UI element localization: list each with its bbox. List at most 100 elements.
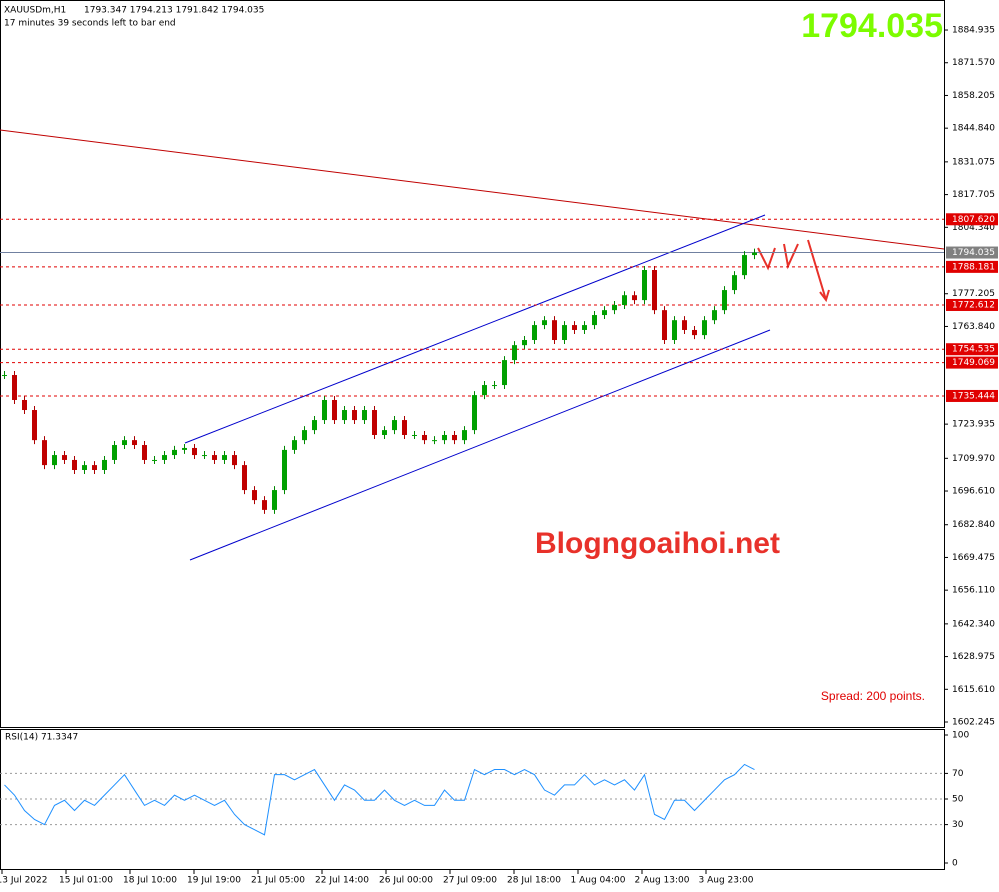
candle xyxy=(132,440,137,446)
level-label: 1788.181 xyxy=(952,262,995,272)
candle xyxy=(392,420,397,431)
level-label: 1807.620 xyxy=(952,215,995,225)
price-tick-label: 1723.935 xyxy=(952,420,995,430)
candle xyxy=(562,325,567,341)
time-label: 21 Jul 05:00 xyxy=(251,876,305,886)
candle xyxy=(622,295,627,306)
candle xyxy=(52,455,57,466)
candle xyxy=(582,325,587,330)
candle xyxy=(12,375,17,400)
candle xyxy=(62,455,67,460)
candle xyxy=(162,455,167,460)
candle xyxy=(362,410,367,421)
candle xyxy=(572,325,577,330)
level-label: 1772.612 xyxy=(952,300,995,310)
candle xyxy=(332,399,337,421)
channel-lower xyxy=(189,329,771,561)
level-label: 1735.444 xyxy=(952,391,995,401)
time-label: 3 Aug 23:00 xyxy=(699,876,754,886)
candle xyxy=(32,410,37,441)
level-label: 1754.535 xyxy=(952,345,995,355)
header-symbol: XAUUSDm,H1 xyxy=(4,6,66,16)
rsi-tick-label: 30 xyxy=(952,820,964,830)
candle xyxy=(212,455,217,460)
candle xyxy=(192,447,197,456)
rsi-tick-label: 100 xyxy=(952,731,969,741)
time-label: 2 Aug 13:00 xyxy=(635,876,690,886)
candle xyxy=(202,455,207,457)
candle xyxy=(42,440,47,466)
candle xyxy=(652,270,657,311)
candle xyxy=(742,255,747,276)
candle xyxy=(112,445,117,460)
candle xyxy=(242,465,247,491)
candle xyxy=(292,440,297,450)
price-tick-label: 1709.970 xyxy=(952,454,995,464)
price-tick-label: 1831.075 xyxy=(952,157,995,167)
main-frame xyxy=(0,0,945,728)
candle xyxy=(422,434,427,441)
level-box xyxy=(946,356,998,369)
candle xyxy=(142,445,147,460)
candle xyxy=(482,385,487,396)
candle xyxy=(682,320,687,330)
current-price-box xyxy=(946,246,998,259)
price-tick-label: 1696.610 xyxy=(952,487,995,497)
candle xyxy=(712,310,717,321)
candle xyxy=(672,320,677,341)
rsi-tick-label: 50 xyxy=(952,795,964,805)
candle xyxy=(442,434,447,441)
current-price-label: 1794.035 xyxy=(952,248,995,258)
candle xyxy=(302,430,307,441)
candle xyxy=(542,320,547,326)
candle xyxy=(592,315,597,326)
price-tick-label: 1642.340 xyxy=(952,619,995,629)
candle xyxy=(342,410,347,421)
price-tick-label: 1844.840 xyxy=(952,124,995,134)
candle xyxy=(102,459,107,470)
candle xyxy=(232,455,237,466)
candle xyxy=(522,340,527,346)
candle xyxy=(382,430,387,435)
rsi-tick-label: 70 xyxy=(952,769,964,779)
candle xyxy=(492,385,497,387)
price-tick-label: 1628.975 xyxy=(952,652,995,662)
price-tick-label: 1871.570 xyxy=(952,58,995,68)
price-tick-label: 1656.110 xyxy=(952,586,995,596)
candle xyxy=(732,275,737,291)
time-label: 13 Jul 2022 xyxy=(0,876,47,886)
time-label: 1 Aug 04:00 xyxy=(571,876,626,886)
candle xyxy=(282,449,287,491)
candle xyxy=(602,310,607,316)
candle xyxy=(462,430,467,441)
price-tick-label: 1763.840 xyxy=(952,322,995,332)
candle xyxy=(252,490,257,501)
spread: Spread: 200 points. xyxy=(821,689,925,703)
candle xyxy=(82,465,87,470)
price-tick-label: 1615.610 xyxy=(952,685,995,695)
candle xyxy=(312,420,317,431)
price-tick-label: 1602.245 xyxy=(952,718,995,728)
candle xyxy=(152,459,157,461)
price-tick-label: 1817.705 xyxy=(952,190,995,200)
candle xyxy=(472,395,477,431)
candle xyxy=(432,440,437,442)
candle xyxy=(172,449,177,456)
candle xyxy=(352,410,357,421)
price-tick-label: 1669.475 xyxy=(952,553,995,563)
level-box xyxy=(946,213,998,226)
candle xyxy=(72,459,77,470)
time-label: 19 Jul 19:00 xyxy=(187,876,241,886)
candle xyxy=(122,440,127,446)
candle xyxy=(642,270,647,301)
price-tick-label: 1804.340 xyxy=(952,223,995,233)
rsi-frame xyxy=(0,729,945,870)
candle xyxy=(662,310,667,341)
level-box xyxy=(946,389,998,402)
candle xyxy=(552,320,557,341)
watermark: Blogngoaihoi.net xyxy=(535,527,780,560)
price-tick-label: 1884.935 xyxy=(952,26,995,36)
candle xyxy=(22,399,27,411)
time-label: 27 Jul 09:00 xyxy=(443,876,497,886)
